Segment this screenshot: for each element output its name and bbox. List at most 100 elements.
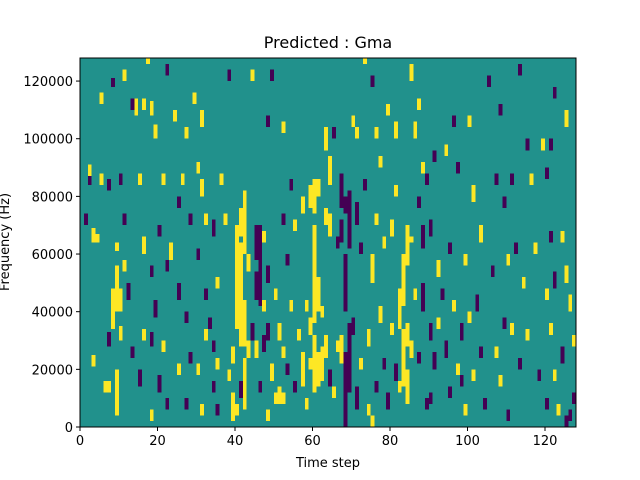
heatmap-cell xyxy=(366,403,371,416)
heatmap-cell xyxy=(308,357,313,370)
heatmap-cell xyxy=(107,331,111,347)
heatmap-cell xyxy=(401,328,406,387)
heatmap-cell xyxy=(393,184,398,197)
y-tick-label: 80000 xyxy=(32,190,73,205)
heatmap-cell xyxy=(424,398,429,410)
heatmap-cell xyxy=(463,403,468,416)
heatmap-cell xyxy=(99,92,104,105)
plot-area xyxy=(79,57,577,428)
heatmap-cell xyxy=(231,392,235,422)
heatmap-cell xyxy=(114,265,119,312)
heatmap-cell xyxy=(281,213,286,226)
heatmap-cell xyxy=(281,346,286,358)
heatmap-cell xyxy=(258,259,263,306)
heatmap-cell xyxy=(568,294,573,312)
heatmap-cell xyxy=(114,369,119,416)
heatmap-cell xyxy=(192,92,197,105)
heatmap-cell xyxy=(223,213,228,226)
heatmap-cell xyxy=(165,398,170,410)
heatmap-cell xyxy=(475,294,480,312)
heatmap-cell xyxy=(316,277,321,312)
heatmap-cell xyxy=(114,242,119,252)
heatmap-cell xyxy=(568,409,573,422)
heatmap-cell xyxy=(564,415,569,427)
heatmap-cell xyxy=(331,127,336,139)
heatmap-cell xyxy=(134,98,139,116)
heatmap-cell xyxy=(157,225,162,237)
heatmap-cell xyxy=(180,173,185,185)
y-tick-label: 20000 xyxy=(32,363,73,378)
heatmap-cell xyxy=(355,386,359,410)
heatmap-cell xyxy=(161,173,166,185)
heatmap-cell xyxy=(552,86,557,99)
heatmap-cell xyxy=(545,167,549,180)
heatmap-cell xyxy=(204,213,208,226)
heatmap-cell xyxy=(266,323,270,341)
heatmap-cell xyxy=(238,380,243,399)
heatmap-cell xyxy=(548,230,553,243)
heatmap-cell xyxy=(184,398,189,410)
heatmap-cell xyxy=(533,242,538,255)
heatmap-cell xyxy=(510,173,514,185)
heatmap-cell xyxy=(122,213,127,226)
heatmap-cell xyxy=(300,196,305,214)
heatmap-cell xyxy=(405,369,410,404)
heatmap-cell xyxy=(250,69,255,82)
y-tick-label: 60000 xyxy=(32,248,73,263)
heatmap-cell xyxy=(401,254,406,306)
heatmap-cell xyxy=(246,254,251,272)
heatmap-cell xyxy=(409,340,414,358)
heatmap-cell xyxy=(494,346,499,358)
heatmap-cell xyxy=(502,317,507,329)
heatmap-cell xyxy=(281,121,286,133)
heatmap-cell xyxy=(525,328,530,341)
heatmap-cell xyxy=(266,115,270,128)
heatmap-cell xyxy=(452,300,456,312)
heatmap-cell xyxy=(506,254,511,266)
heatmap-cell xyxy=(250,323,255,341)
heatmap-cell xyxy=(103,380,108,393)
heatmap-cell xyxy=(215,403,220,416)
heatmap-cell xyxy=(359,357,363,370)
heatmap-cell xyxy=(304,300,309,312)
heatmap-cell xyxy=(273,392,278,404)
heatmap-cell xyxy=(138,369,142,387)
heatmap-cell xyxy=(99,173,104,185)
heatmap-cell xyxy=(219,173,224,185)
heatmap-cell xyxy=(378,305,383,324)
heatmap-cell xyxy=(211,219,216,237)
heatmap-cell xyxy=(545,288,549,301)
heatmap-cell xyxy=(324,207,328,226)
heatmap-cell xyxy=(444,144,449,157)
heatmap-cell xyxy=(312,334,317,393)
heatmap-cell xyxy=(176,363,181,376)
heatmap-cell xyxy=(467,115,472,128)
heatmap-cell xyxy=(548,323,553,335)
heatmap-cell xyxy=(459,375,464,387)
heatmap-cell xyxy=(448,386,452,399)
heatmap-cell xyxy=(471,369,476,381)
heatmap-cell xyxy=(316,179,321,197)
heatmap-cell xyxy=(91,228,96,243)
x-tick-label: 80 xyxy=(382,434,399,449)
heatmap-cell xyxy=(320,305,325,318)
heatmap-cell xyxy=(331,386,336,399)
heatmap-cell xyxy=(428,392,433,404)
heatmap-cell xyxy=(455,363,460,376)
heatmap-cell xyxy=(312,179,317,214)
heatmap-cell xyxy=(126,282,131,301)
heatmap-cell xyxy=(308,317,313,335)
heatmap-cell xyxy=(335,340,340,353)
heatmap-cell xyxy=(269,363,274,381)
heatmap-cell xyxy=(235,225,239,329)
heatmap-cell xyxy=(122,69,127,82)
heatmap-cell xyxy=(312,225,317,324)
heatmap-cell xyxy=(498,375,503,387)
heatmap-cell xyxy=(157,375,162,393)
heatmap-cell xyxy=(455,161,460,174)
heatmap-cell xyxy=(382,357,387,370)
heatmap-cell xyxy=(421,282,425,312)
heatmap-cell xyxy=(246,340,251,358)
heatmap-cell xyxy=(196,248,201,260)
heatmap-cell xyxy=(428,323,433,341)
